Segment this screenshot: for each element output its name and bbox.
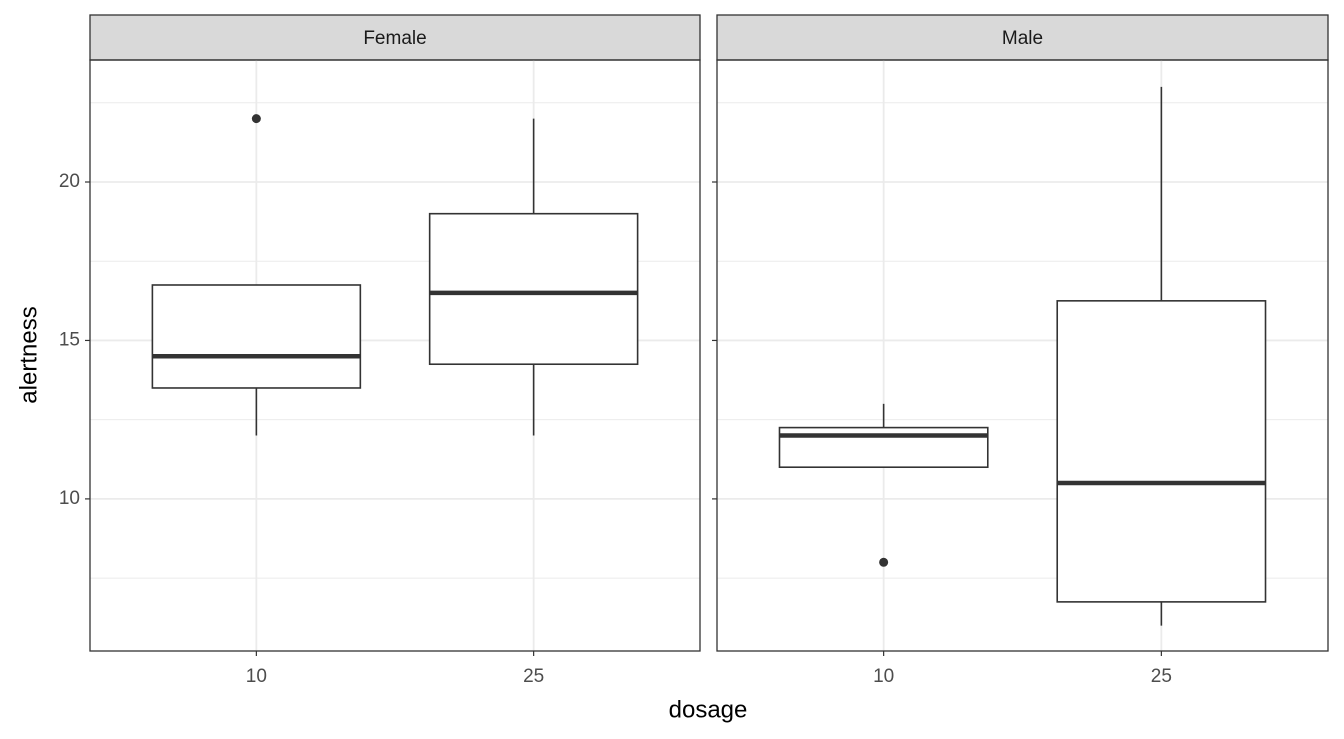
x-tick-label: 10: [873, 666, 894, 687]
facet-title: Female: [363, 28, 426, 49]
panel-border: [89, 59, 701, 652]
box: [1056, 300, 1267, 603]
x-tick-label: 25: [523, 666, 544, 687]
box: [428, 212, 639, 366]
y-axis-title: alertness: [15, 306, 42, 403]
facet-strip: [89, 14, 701, 61]
outlier: [251, 114, 261, 124]
facet-title: Male: [1002, 28, 1043, 49]
facet-strip: [716, 14, 1329, 61]
y-tick-label: 10: [59, 488, 80, 509]
panel-border: [716, 59, 1329, 652]
x-tick-label: 10: [246, 666, 267, 687]
outlier: [879, 557, 889, 567]
x-tick-label: 25: [1151, 666, 1172, 687]
y-tick-label: 20: [59, 171, 80, 192]
x-axis-title: dosage: [669, 696, 748, 723]
y-tick-label: 15: [59, 329, 80, 350]
box: [151, 284, 362, 389]
